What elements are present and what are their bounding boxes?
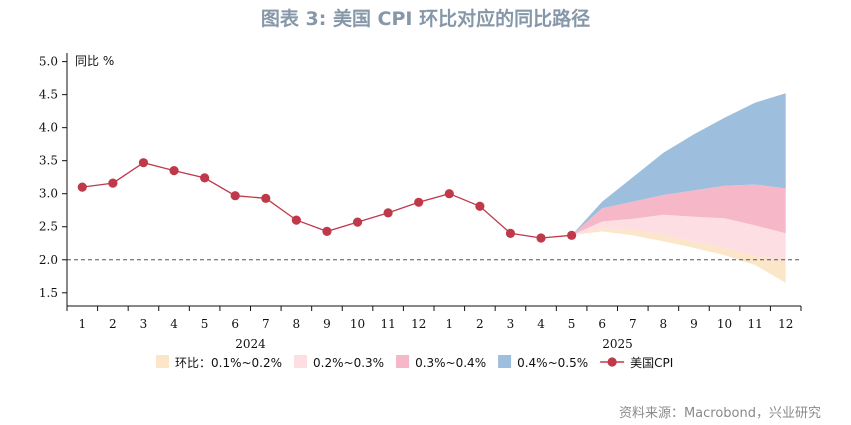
- cpi-point: [414, 197, 424, 207]
- band-3: [571, 184, 786, 236]
- legend: 环比：0.1%~0.2% 0.2%~0.3% 0.3%~0.4% 0.4%~0.5% 美…: [156, 355, 673, 370]
- cpi-point: [77, 182, 87, 192]
- forecast-bands: [571, 93, 786, 283]
- band-4: [571, 93, 786, 236]
- cpi-point: [322, 226, 332, 236]
- x-tick-label: 2: [476, 317, 484, 331]
- chart-title: 图表 3: 美国 CPI 环比对应的同比路径: [260, 8, 591, 30]
- cpi-point: [567, 230, 577, 240]
- legend-label-4: 0.4%~0.5%: [517, 356, 588, 370]
- cpi-point: [505, 228, 516, 238]
- y-tick-label: 2.0: [39, 253, 58, 267]
- axes: 1.52.02.53.03.54.04.55.0 同比 %1 2 3 4 5 6 7 8 9 10 1…: [39, 53, 802, 351]
- source-note: 资料来源：Macrobond，兴业研究: [618, 406, 821, 421]
- legend-swatch-4: [498, 355, 512, 368]
- band-2: [571, 214, 786, 262]
- cpi-point: [475, 201, 485, 211]
- legend-marker-cpi: [607, 357, 617, 367]
- x-tick-label: 4: [170, 317, 178, 331]
- x-tick-label: 1: [445, 317, 453, 331]
- legend-label-3: 0.3%~0.4%: [415, 356, 486, 370]
- x-tick-label: 9: [323, 317, 331, 331]
- legend-label-2: 0.2%~0.3%: [313, 356, 384, 370]
- y-tick-label: 2.5: [39, 220, 58, 234]
- y-tick-label: 3.5: [39, 154, 58, 168]
- cpi-point: [383, 208, 393, 218]
- cpi-point: [261, 193, 271, 203]
- legend-swatch-1: [156, 355, 169, 368]
- cpi-point: [138, 158, 149, 168]
- x-tick-label: 7: [629, 317, 637, 331]
- x-year-label: 2025: [602, 337, 633, 351]
- y-tick-label: 4.0: [39, 121, 58, 135]
- y-tick-label: 5.0: [39, 55, 58, 69]
- cpi-series: [77, 158, 577, 243]
- x-tick-label: 6: [598, 317, 606, 331]
- x-tick-label: 10: [717, 317, 732, 331]
- x-tick-label: 4: [537, 317, 545, 331]
- cpi-point: [291, 215, 301, 225]
- cpi-point: [230, 191, 240, 201]
- x-tick-label: 2: [109, 317, 117, 331]
- y-tick-label: 3.0: [39, 187, 58, 201]
- x-tick-label: 8: [293, 317, 301, 331]
- cpi-point: [536, 233, 546, 243]
- x-tick-label: 12: [778, 317, 793, 331]
- band-1: [571, 228, 786, 283]
- cpi-point: [169, 165, 179, 176]
- y-tick-label: 1.5: [39, 286, 58, 300]
- legend-label-cpi: 美国CPI: [630, 356, 673, 370]
- x-tick-label: 5: [201, 317, 209, 331]
- x-tick-label: 11: [747, 317, 762, 331]
- x-tick-label: 12: [411, 317, 426, 331]
- x-tick-label: 8: [660, 317, 668, 331]
- x-tick-label: 10: [350, 317, 365, 331]
- legend-swatch-3: [396, 355, 410, 368]
- cpi-point: [200, 173, 210, 183]
- legend-swatch-2: [294, 355, 308, 368]
- x-tick-label: 7: [262, 317, 270, 331]
- x-tick-label: 9: [690, 317, 698, 331]
- cpi-point: [108, 178, 118, 188]
- x-tick-label: 11: [380, 317, 395, 331]
- x-tick-label: 6: [231, 317, 239, 331]
- cpi-point: [444, 189, 454, 199]
- y-tick-label: 4.5: [39, 88, 58, 102]
- x-tick-label: 3: [140, 317, 148, 331]
- cpi-point: [352, 217, 363, 227]
- x-tick-label: 1: [78, 317, 86, 331]
- x-tick-label: 3: [507, 317, 515, 331]
- x-tick-label: 5: [568, 317, 576, 331]
- x-year-label: 2024: [235, 337, 266, 351]
- y-axis-label: 同比 %: [75, 54, 114, 68]
- cpi-line: [82, 161, 572, 239]
- legend-label-1: 环比：0.1%~0.2%: [175, 356, 282, 370]
